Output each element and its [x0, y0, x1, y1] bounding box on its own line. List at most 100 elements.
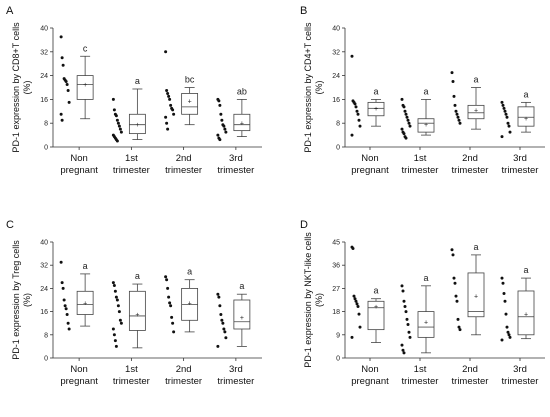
data-point: [60, 56, 64, 60]
data-point: [218, 103, 222, 107]
data-point: [406, 118, 410, 122]
data-point: [508, 335, 512, 339]
x-tick-label: 3rd: [513, 153, 527, 164]
data-point: [500, 135, 504, 139]
data-point: [457, 325, 461, 329]
significance-letter: a: [373, 286, 378, 296]
box-iqr: [128, 290, 146, 331]
data-point: [169, 103, 173, 107]
significance-letter: bc: [185, 75, 195, 85]
data-point: [218, 304, 222, 308]
data-point: [113, 339, 117, 343]
box-mean-marker: +: [524, 312, 528, 319]
data-point: [61, 286, 65, 290]
data-point: [119, 321, 123, 325]
data-point: [114, 295, 118, 299]
data-point: [117, 310, 121, 314]
x-tick-label: 1st: [414, 364, 427, 375]
box-iqr: [233, 113, 251, 132]
data-point: [403, 109, 407, 113]
data-point: [508, 130, 512, 134]
panel-letter: B: [300, 5, 307, 17]
data-point: [500, 276, 504, 280]
data-point: [115, 139, 119, 143]
data-point: [65, 313, 69, 316]
data-point: [67, 100, 71, 104]
y-tick-label: 36: [332, 263, 340, 270]
data-point: [450, 71, 454, 75]
box-mean-marker: +: [474, 107, 478, 114]
data-point: [166, 91, 170, 95]
significance-letter: a: [83, 261, 88, 271]
data-point: [166, 286, 170, 290]
data-point: [165, 278, 169, 282]
data-point: [114, 344, 118, 348]
data-point: [502, 106, 506, 110]
x-tick-label: 3rd: [513, 364, 527, 375]
y-tick-label: 8: [336, 121, 340, 128]
box-iqr: [367, 101, 385, 117]
data-point: [111, 327, 115, 331]
data-point: [67, 327, 71, 331]
data-point: [66, 88, 70, 92]
box-iqr: [417, 311, 435, 338]
significance-letter: a: [523, 265, 528, 275]
significance-letter: a: [187, 267, 192, 277]
data-point: [454, 294, 458, 298]
box-mean-marker: +: [135, 312, 139, 319]
data-point: [224, 336, 228, 340]
y-axis-label: (%): [314, 81, 324, 95]
data-point: [222, 327, 226, 331]
x-tick-label: trimester: [452, 376, 489, 387]
data-point: [168, 301, 172, 305]
y-tick-label: 0: [336, 356, 340, 363]
y-axis-label: (%): [22, 81, 32, 95]
significance-letter: a: [373, 86, 378, 96]
data-point: [112, 284, 116, 287]
y-tick-label: 32: [332, 49, 340, 56]
x-tick-label: trimester: [452, 165, 489, 176]
x-tick-label: trimester: [502, 376, 539, 387]
significance-letter: a: [135, 76, 140, 86]
data-point: [62, 298, 66, 302]
x-tick-label: trimester: [165, 165, 202, 176]
data-point: [165, 121, 169, 125]
x-tick-label: pregnant: [60, 165, 98, 176]
data-point: [404, 112, 408, 116]
y-tick-label: 16: [332, 97, 340, 104]
y-axis-label: PD-1 expression by NKT-like cells: [303, 232, 313, 368]
box-mean-marker: +: [188, 300, 192, 307]
data-point: [219, 313, 223, 316]
significance-letter: a: [239, 281, 244, 291]
box-mean-marker: +: [524, 116, 528, 123]
data-point: [405, 317, 409, 321]
data-point: [407, 330, 411, 334]
x-tick-label: pregnant: [351, 376, 389, 387]
data-point: [113, 289, 117, 293]
panel-letter: D: [300, 219, 308, 231]
data-point: [350, 335, 354, 339]
data-point: [505, 115, 509, 119]
y-tick-label: 40: [40, 26, 48, 33]
data-point: [59, 35, 63, 39]
data-point: [452, 276, 456, 280]
x-tick-label: 1st: [414, 153, 427, 164]
data-point: [455, 299, 459, 303]
x-tick-label: trimester: [113, 165, 150, 176]
data-point: [405, 115, 409, 119]
data-point: [168, 97, 172, 101]
data-point: [455, 112, 459, 116]
data-point: [167, 94, 171, 98]
x-tick-label: 2nd: [176, 153, 192, 164]
data-point: [223, 330, 227, 334]
x-tick-label: Non: [70, 364, 87, 375]
data-point: [453, 103, 457, 107]
data-point: [358, 325, 362, 329]
y-tick-label: 0: [44, 145, 48, 152]
x-tick-label: 2nd: [462, 153, 478, 164]
box-mean-marker: +: [240, 315, 244, 322]
box-iqr: [417, 118, 435, 133]
y-tick-label: 0: [44, 356, 48, 363]
data-point: [221, 321, 225, 325]
